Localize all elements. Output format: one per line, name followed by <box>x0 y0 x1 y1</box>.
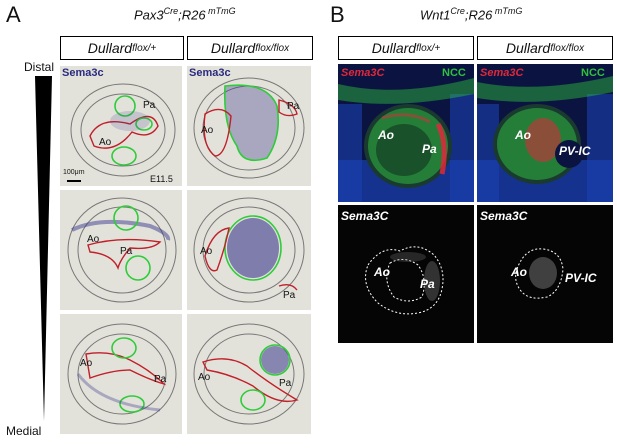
panel-a-title-cre: Cre <box>163 6 179 16</box>
gray-label-pa: Pa <box>420 277 435 291</box>
gray-label-ao: Ao <box>374 265 390 279</box>
gray-label-sema3c-2: Sema3C <box>480 209 528 223</box>
label-pa-4: Pa <box>283 290 296 301</box>
panel-a-letter: A <box>6 2 21 27</box>
fl-label-pvic: PV-IC <box>559 144 591 158</box>
label-ao-5: Ao <box>80 358 93 369</box>
fl-label-ncc-green-2: NCC <box>581 67 605 79</box>
label-pa-2: Pa <box>287 101 300 112</box>
fl-label-ao-2: Ao <box>515 128 531 142</box>
ish-image-r2-flox-het: Ao Pa <box>60 190 182 310</box>
panel-a-title-gene: Pax3 <box>134 7 164 23</box>
ish-image-r1-flox-flox: Sema3c Ao Pa <box>187 66 311 186</box>
fl-label-pa: Pa <box>422 142 437 156</box>
label-ao-2: Ao <box>201 125 214 136</box>
panel-b-col1-allele: flox/+ <box>416 42 441 54</box>
label-ao: Ao <box>99 137 112 148</box>
panel-a-col2-header: Dullard flox/flox <box>187 36 313 60</box>
gray-label-pvic: PV-IC <box>565 271 597 285</box>
label-ao-6: Ao <box>198 372 211 383</box>
panel-b-col2-gene: Dullard <box>505 40 551 56</box>
gray-label-ao-2: Ao <box>511 265 527 279</box>
panel-b-col1-gene: Dullard <box>371 40 417 56</box>
label-pa-6: Pa <box>279 378 292 389</box>
panel-b-title-reporter: mTmG <box>492 6 523 16</box>
scale-bar-label: 100μm <box>63 169 85 176</box>
panel-a-title-reporter: mTmG <box>205 6 236 16</box>
distal-medial-wedge <box>35 76 52 421</box>
panel-b-title-cre: Cre <box>450 6 465 16</box>
fluor-merged-flox-flox: Sema3C NCC Ao PV-IC <box>477 64 613 202</box>
label-ao-4: Ao <box>200 246 213 257</box>
panel-b-col1-header: Dullard flox/+ <box>338 36 474 60</box>
ish-image-r1-flox-het: Sema3c Ao Pa 100μm E11.5 <box>60 66 182 186</box>
panel-b-col2-header: Dullard flox/flox <box>477 36 613 60</box>
fl-label-ao: Ao <box>378 128 394 142</box>
fluor-sema3c-flox-het: Sema3C Ao Pa <box>338 205 474 343</box>
gray-label-sema3c: Sema3C <box>341 209 389 223</box>
axis-distal-label: Distal <box>24 60 55 74</box>
panel-a-col1-header: Dullard flox/+ <box>60 36 184 60</box>
fluor-sema3c-flox-flox: Sema3C Ao PV-IC <box>477 205 613 343</box>
panel-a-col2-allele: flox/flox <box>255 42 290 54</box>
panel-a-col1-allele: flox/+ <box>132 42 157 54</box>
panel-b-title: Wnt1Cre;R26 mTmG <box>420 6 522 22</box>
fl-label-ncc-green: NCC <box>442 67 466 79</box>
panel-b-title-gene: Wnt1 <box>420 7 451 23</box>
label-pa-3: Pa <box>120 246 133 257</box>
fl-label-sema3c-red: Sema3C <box>341 67 385 79</box>
label-ao-3: Ao <box>87 234 100 245</box>
panel-b-col2-allele: flox/flox <box>550 42 585 54</box>
panel-a-title: Pax3Cre;R26 mTmG <box>134 6 236 22</box>
scale-bar <box>67 180 81 182</box>
stain-label-sema3c-2: Sema3c <box>189 67 231 79</box>
panel-b-letter: B <box>330 2 345 27</box>
ish-image-r3-flox-het: Ao Pa <box>60 314 182 434</box>
label-pa-5: Pa <box>154 374 167 385</box>
panel-b-title-mid: ;R26 <box>464 7 493 23</box>
axis-medial-label: Medial <box>6 424 42 438</box>
stage-label: E11.5 <box>150 174 173 184</box>
ish-image-r3-flox-flox: Ao Pa <box>187 314 311 434</box>
label-pa: Pa <box>143 100 156 111</box>
panel-a-col1-gene: Dullard <box>87 40 133 56</box>
panel-a-col2-gene: Dullard <box>210 40 256 56</box>
stain-label-sema3c: Sema3c <box>62 67 104 79</box>
ish-image-r2-flox-flox: Ao Pa <box>187 190 311 310</box>
fl-label-sema3c-red-2: Sema3C <box>480 67 524 79</box>
fluor-merged-flox-het: Sema3C NCC Ao Pa <box>338 64 474 202</box>
panel-a-title-mid: ;R26 <box>178 7 206 23</box>
